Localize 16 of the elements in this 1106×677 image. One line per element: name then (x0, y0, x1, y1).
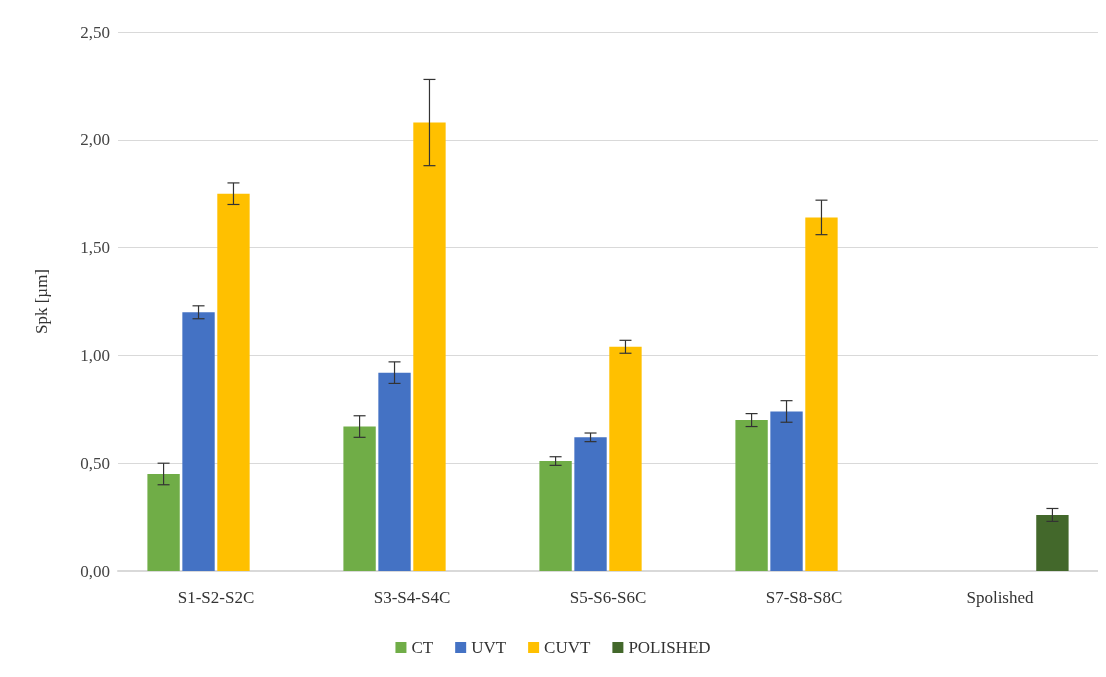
y-tick-label: 1,50 (80, 238, 110, 258)
x-tick-label: Spolished (966, 588, 1035, 607)
y-tick-label: 2,00 (80, 130, 110, 150)
x-tick-label: S3-S4-S4C (373, 588, 451, 607)
x-tick-label: S7-S8-S8C (765, 588, 843, 607)
x-tick-label: S1-S2-S2C (177, 588, 255, 607)
y-axis-title: Spk [µm] (32, 268, 51, 335)
y-tick-label: 0,50 (80, 453, 110, 473)
legend-label: POLISHED (628, 638, 711, 657)
y-tick-label: 2,50 (80, 22, 110, 42)
legend-label: UVT (471, 638, 507, 657)
x-tick-label: S5-S6-S6C (569, 588, 647, 607)
y-tick-label: 0,00 (80, 561, 110, 581)
legend-label: CUVT (544, 638, 591, 657)
legend-label: CT (411, 638, 434, 657)
y-tick-label: 1,00 (80, 345, 110, 365)
